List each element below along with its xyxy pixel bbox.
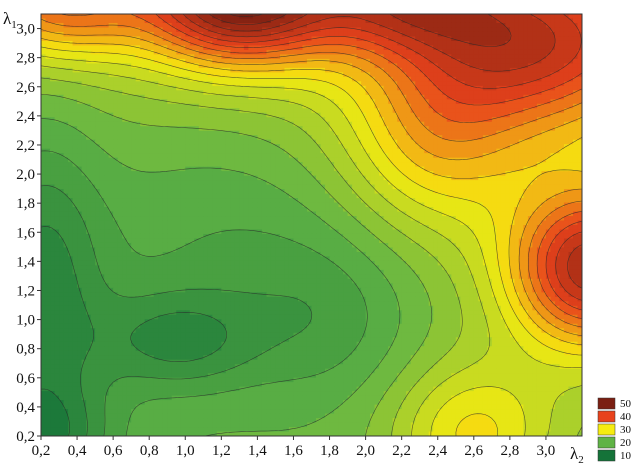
y-tick-label: 0,8	[16, 342, 35, 358]
contour-line	[41, 388, 70, 436]
x-tick-label: 3,0	[537, 443, 556, 459]
x-tick-label: 0,4	[68, 443, 87, 459]
x-tick-label: 1,8	[320, 443, 339, 459]
y-tick-label: 2,0	[16, 167, 35, 183]
contour-line	[41, 38, 582, 346]
contour-line	[41, 77, 582, 436]
legend-swatch	[597, 423, 616, 436]
x-tick-label: 1,0	[176, 443, 195, 459]
y-tick-label: 0,4	[16, 400, 35, 416]
legend-label: 30	[620, 424, 632, 436]
contour-line	[41, 93, 433, 436]
legend-label: 20	[620, 437, 632, 449]
contour-line	[41, 55, 582, 436]
x-tick-label: 0,8	[140, 443, 159, 459]
y-tick-label: 0,2	[16, 429, 35, 445]
legend-label: 40	[620, 411, 632, 423]
y-tick-label: 3,0	[16, 22, 35, 38]
contour-line	[41, 18, 582, 328]
y-tick-label: 1,2	[16, 283, 35, 299]
y-tick-label: 2,8	[16, 51, 35, 67]
x-tick-label: 2,0	[356, 443, 375, 459]
x-axis-ticks: 0,2 0,4 0,6 0,8 1,0 1,2 1,4 1,6 1,8 2,0 2,2 2,4 2,6 2…	[32, 436, 556, 459]
y-tick-label: 1,6	[16, 225, 35, 241]
x-axis-label-subscript: 2	[578, 454, 584, 466]
legend-label: 10	[620, 450, 632, 462]
x-tick-label: 0,6	[104, 443, 123, 459]
x-tick-label: 1,2	[212, 443, 231, 459]
x-tick-label: 2,6	[464, 443, 483, 459]
legend-swatch	[597, 449, 616, 462]
contour-fill-area	[41, 14, 582, 436]
x-tick-label: 0,2	[32, 443, 51, 459]
contour-lines	[41, 14, 582, 436]
y-tick-label: 2,4	[16, 109, 35, 125]
legend-swatch	[597, 410, 616, 423]
y-tick-label: 2,6	[16, 80, 35, 96]
contour-line	[41, 185, 313, 436]
contour-line	[41, 65, 582, 436]
plot-frame	[40, 13, 583, 437]
x-tick-label: 2,2	[392, 443, 411, 459]
y-tick-label: 1,0	[16, 313, 35, 329]
contour-line	[41, 150, 368, 436]
contour-line	[41, 29, 582, 336]
x-tick-label: 1,4	[248, 443, 267, 459]
y-axis-ticks: 0,2 0,4 0,6 0,8 1,0 1,2 1,4 1,6 1,8 2,0 2,2 2,4 2,6 2…	[16, 22, 41, 445]
y-tick-label: 1,8	[16, 196, 35, 212]
legend-swatch	[597, 436, 616, 449]
contour-line	[41, 226, 227, 436]
legend-label: 50	[620, 398, 632, 410]
contour-line	[41, 46, 582, 436]
y-axis-label: λ1	[3, 9, 17, 31]
x-axis-label: λ2	[570, 444, 584, 466]
contour-line	[41, 118, 401, 436]
y-tick-label: 0,6	[16, 371, 35, 387]
x-tick-label: 2,8	[500, 443, 519, 459]
x-tick-label: 2,4	[428, 443, 447, 459]
legend-swatch	[597, 397, 616, 410]
y-tick-label: 1,4	[16, 254, 35, 270]
x-tick-label: 1,6	[284, 443, 303, 459]
y-axis-label-subscript: 1	[11, 19, 17, 31]
y-tick-label: 2,2	[16, 138, 35, 154]
y-axis-label-main: λ	[3, 9, 12, 28]
contour-line	[182, 14, 582, 289]
x-axis-label-main: λ	[570, 444, 579, 463]
